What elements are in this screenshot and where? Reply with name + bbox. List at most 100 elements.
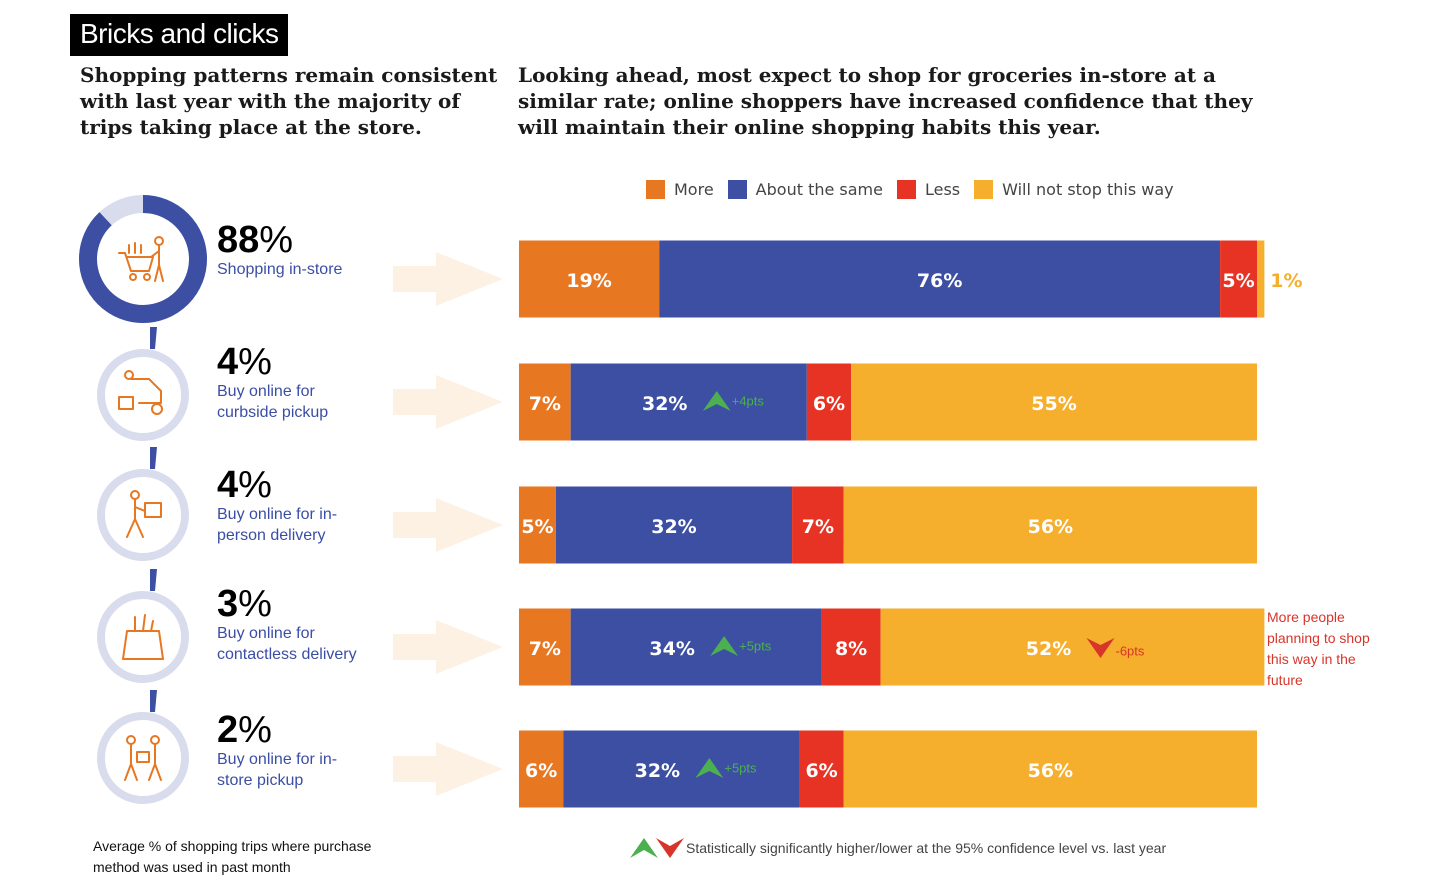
metric-pct: 4% <box>217 341 272 383</box>
legend-label-more: More <box>674 180 714 199</box>
bar-will-not-stop <box>843 486 1257 564</box>
shopping-cart-icon <box>118 236 164 282</box>
bar-same <box>570 363 807 441</box>
parcel-shape <box>136 751 150 763</box>
right-heading: Looking ahead, most expect to shop for g… <box>518 63 1253 139</box>
share-ring-track <box>97 712 189 804</box>
bar-label-more: 19% <box>566 270 611 292</box>
bar-label-same: 76% <box>917 270 962 292</box>
car-wheel <box>151 403 163 415</box>
person-arm <box>134 506 146 512</box>
up-arrow-icon <box>702 391 731 411</box>
bar-label-less: 6% <box>813 393 845 415</box>
legend-item-more: More <box>646 180 714 199</box>
bar-less <box>792 486 844 564</box>
metric-pct: 2% <box>217 709 272 751</box>
bar-more <box>519 486 556 564</box>
ring-inner <box>103 219 183 299</box>
share-ring-value <box>150 690 157 712</box>
bar-label-will-not-stop: 56% <box>1028 760 1073 782</box>
row-arrow <box>393 620 503 674</box>
legend-item-same: About the same <box>727 180 883 199</box>
ring-inner <box>111 483 175 547</box>
metric-pct: 4% <box>217 464 272 506</box>
bar-label-will-not-stop: 52% <box>1026 638 1071 660</box>
footnote-right: Statistically significantly higher/lower… <box>630 836 1166 860</box>
delta-label: -6pts <box>1116 644 1145 659</box>
bar-will-not-stop <box>843 730 1257 808</box>
person-body <box>150 245 164 282</box>
bar-label-will-not-stop: 56% <box>1028 516 1073 538</box>
share-ring-value <box>150 327 157 349</box>
legend-item-will-not-stop: Will not stop this way <box>974 180 1174 199</box>
cart-wheel <box>129 273 137 281</box>
bar-label-same: 32% <box>635 760 680 782</box>
grocery-bag-icon <box>122 614 164 660</box>
curbside-pickup-icon <box>118 370 163 415</box>
bar-more <box>519 240 660 318</box>
share-ring-value <box>150 447 157 469</box>
left-heading: Shopping patterns remain consistent with… <box>80 63 498 139</box>
metric-in-store-pickup: 2% Buy online for in-store pickup <box>217 711 367 791</box>
people-bodies <box>124 744 162 781</box>
ring-inner <box>111 726 175 790</box>
bar-label-will-not-stop: 55% <box>1031 393 1076 415</box>
delivery-person-icon <box>126 490 162 538</box>
bar-same <box>555 486 793 564</box>
bar-label-less: 8% <box>835 638 867 660</box>
metric-contactless: 3% Buy online for contactless delivery <box>217 585 367 665</box>
page-title: Bricks and clicks <box>70 14 289 56</box>
metric-label: Buy online for in-store pickup <box>217 751 338 789</box>
metric-label: Shopping in-store <box>217 261 343 278</box>
share-ring-value <box>79 195 207 323</box>
legend-swatch-same <box>727 180 747 199</box>
up-arrow-icon <box>695 758 724 778</box>
bar-same <box>563 730 800 808</box>
metric-label: Buy online for in-person delivery <box>217 506 338 544</box>
metric-in-store: 88% Shopping in-store <box>217 221 367 280</box>
bar-more <box>519 608 571 686</box>
delta-label: +4pts <box>732 394 765 409</box>
side-note: More people planning to shop this way in… <box>1267 609 1370 688</box>
bar-more <box>519 363 571 441</box>
metric-label: Buy online for contactless delivery <box>217 625 357 663</box>
cart-items <box>128 242 142 254</box>
chart-legend: More About the same Less Will not stop t… <box>646 180 1188 199</box>
bar-more <box>519 730 564 808</box>
cart-body <box>118 252 154 272</box>
bag-items <box>134 614 154 632</box>
legend-swatch-will-not-stop <box>974 180 994 199</box>
bar-label-will-not-stop: 1% <box>1270 270 1302 292</box>
delta-label: +5pts <box>724 761 757 776</box>
bar-label-more: 7% <box>529 638 561 660</box>
bar-label-more: 7% <box>529 393 561 415</box>
footnote-right-text: Statistically significantly higher/lower… <box>686 840 1167 856</box>
bag-shape <box>122 630 164 660</box>
bar-same <box>659 240 1221 318</box>
metric-label: Buy online for curbside pickup <box>217 383 329 421</box>
bar-less <box>821 608 881 686</box>
share-ring-track <box>97 349 189 441</box>
legend-label-less: Less <box>924 180 961 199</box>
footnote-left: Average % of shopping trips where purcha… <box>93 838 372 875</box>
bar-will-not-stop <box>851 363 1257 441</box>
legend-swatch-more <box>646 180 665 199</box>
legend-label-same: About the same <box>755 180 883 199</box>
bar-label-same: 32% <box>642 393 687 415</box>
row-arrow <box>393 742 503 796</box>
row-arrow <box>393 498 503 552</box>
up-arrow-icon <box>710 636 739 656</box>
ring-inner <box>111 363 175 427</box>
bar-label-same: 32% <box>651 516 696 538</box>
bar-label-less: 6% <box>805 760 837 782</box>
car-shape <box>130 378 162 404</box>
bar-less <box>799 730 844 808</box>
legend-item-less: Less <box>896 180 961 199</box>
metric-pct: 3% <box>217 583 272 625</box>
bar-will-not-stop <box>880 608 1265 686</box>
person-head <box>124 370 134 380</box>
bar-less <box>806 363 852 441</box>
share-ring-value <box>150 569 157 591</box>
legend-swatch-less <box>896 180 916 199</box>
share-ring-track <box>97 591 189 683</box>
